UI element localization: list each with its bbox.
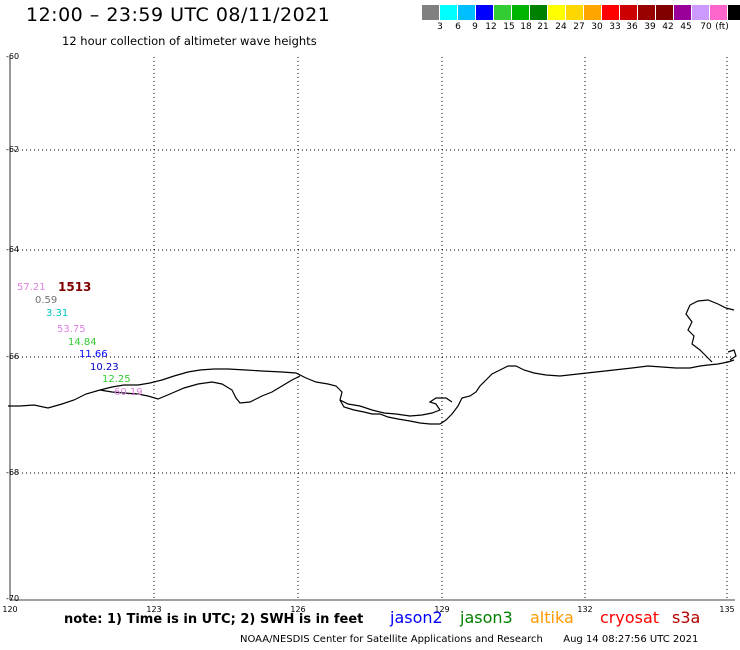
colorbar-swatch — [530, 5, 548, 20]
grid-lines — [10, 57, 735, 600]
satellite-jason3: jason3 — [460, 608, 513, 627]
colorbar-label: 12 — [485, 22, 497, 32]
colorbar-swatch — [422, 5, 440, 20]
colorbar-swatch — [566, 5, 584, 20]
wave-height-point: 0.59 — [35, 295, 58, 306]
colorbar-swatch — [494, 5, 512, 20]
colorbar-label: 27 — [573, 22, 585, 32]
lon-label: 120 — [2, 605, 18, 614]
wave-height-point: 53.75 — [57, 324, 86, 335]
colorbar-label: 45 — [680, 22, 692, 32]
colorbar-label: 21 — [537, 22, 549, 32]
footer-credit-text: NOAA/NESDIS Center for Satellite Applica… — [240, 634, 543, 645]
satellite-cryosat: cryosat — [600, 608, 660, 627]
footer-timestamp: Aug 14 08:27:56 UTC 2021 — [563, 634, 699, 645]
colorbar-label: 33 — [609, 22, 621, 32]
coastline — [8, 299, 737, 425]
lat-label: -60 — [6, 52, 20, 61]
colorbar-label: 18 — [520, 22, 532, 32]
wave-height-point: 14.84 — [68, 337, 97, 348]
colorbar-label: 70 — [700, 22, 712, 32]
satellite-altika: altika — [530, 608, 574, 627]
colorbar-swatch — [620, 5, 638, 20]
colorbar-label: (ft) — [715, 22, 729, 32]
wave-height-point: 3.31 — [46, 308, 69, 319]
colorbar-swatch — [692, 5, 710, 20]
wave-height-colorbar — [422, 5, 740, 20]
satellite-jason2: jason2 — [390, 608, 443, 627]
lon-label: 126 — [290, 605, 306, 614]
satellite-s3a: s3a — [672, 608, 701, 627]
units-note: note: 1) Time is in UTC; 2) SWH is in fe… — [64, 612, 364, 627]
colorbar-label: 30 — [591, 22, 603, 32]
lat-label: -66 — [6, 352, 20, 361]
colorbar-swatch — [476, 5, 494, 20]
lon-label: 123 — [146, 605, 162, 614]
colorbar-swatch — [548, 5, 566, 20]
colorbar-swatch — [638, 5, 656, 20]
map-subtitle: 12 hour collection of altimeter wave hei… — [62, 34, 317, 48]
lon-label: 129 — [434, 605, 450, 614]
colorbar-swatch — [710, 5, 728, 20]
wave-height-point: 1513 — [58, 280, 92, 294]
colorbar-label: 9 — [472, 22, 478, 32]
colorbar-label: 3 — [437, 22, 443, 32]
lat-label: -64 — [6, 245, 20, 254]
lon-label: 132 — [577, 605, 593, 614]
map-title: 12:00 – 23:59 UTC 08/11/2021 — [26, 4, 331, 26]
colorbar-swatch — [512, 5, 530, 20]
colorbar-label: 39 — [644, 22, 656, 32]
wave-height-point: 10.23 — [90, 362, 119, 373]
lat-label: -70 — [6, 594, 20, 603]
colorbar-swatch — [584, 5, 602, 20]
wave-height-point: 11.66 — [79, 349, 108, 360]
footer-credit: NOAA/NESDIS Center for Satellite Applica… — [240, 634, 698, 645]
map-frame — [9, 57, 735, 601]
wave-height-point: 12.25 — [102, 374, 131, 385]
colorbar-label: 42 — [662, 22, 674, 32]
colorbar-swatch — [674, 5, 692, 20]
colorbar-swatch — [602, 5, 620, 20]
colorbar-swatch — [728, 5, 740, 20]
lat-label: -62 — [6, 145, 20, 154]
wave-height-point: 60.19 — [114, 387, 143, 398]
colorbar-label: 36 — [626, 22, 638, 32]
colorbar-swatch — [458, 5, 476, 20]
wave-height-point: 57.21 — [17, 282, 46, 293]
lon-label: 135 — [719, 605, 735, 614]
colorbar-swatch — [656, 5, 674, 20]
lat-label: -68 — [6, 468, 20, 477]
colorbar-swatch — [440, 5, 458, 20]
colorbar-label: 6 — [455, 22, 461, 32]
colorbar-label: 24 — [555, 22, 567, 32]
colorbar-labels: 3 6 9 12 15 18 21 24 27 30 33 36 39 42 4… — [0, 22, 740, 34]
colorbar-label: 15 — [503, 22, 515, 32]
